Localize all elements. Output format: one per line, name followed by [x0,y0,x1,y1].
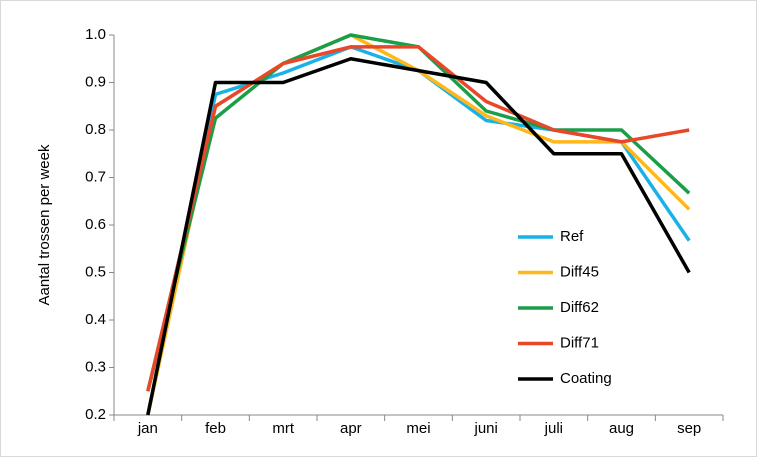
x-tick-label: juli [544,420,563,437]
y-tick-label: 0.4 [85,311,106,328]
legend-label: Diff71 [560,334,599,351]
x-tick-label: mei [406,420,430,437]
legend-label: Coating [560,370,612,387]
legend-label: Ref [560,228,584,245]
x-tick-label: apr [340,420,362,437]
y-tick-label: 0.2 [85,406,106,423]
x-tick-label: jan [137,420,158,437]
x-tick-label: aug [609,420,634,437]
x-tick-label: mrt [272,420,294,437]
y-tick-label: 0.9 [85,73,106,90]
series-line [146,57,691,416]
x-tick-label: juni [473,420,497,437]
legend-label: Diff45 [560,263,599,280]
y-tick-label: 0.8 [85,121,106,138]
y-tick-label: 0.6 [85,216,106,233]
legend-label: Diff62 [560,299,599,316]
series-line [146,45,690,392]
y-tick-label: 0.3 [85,358,106,375]
y-tick-label: 0.7 [85,168,106,185]
y-axis-title: Aantal trossen per week [36,144,53,305]
y-tick-label: 1.0 [85,26,106,43]
y-tick-label: 0.5 [85,263,106,280]
x-tick-label: feb [205,420,226,437]
x-tick-label: sep [677,420,701,437]
